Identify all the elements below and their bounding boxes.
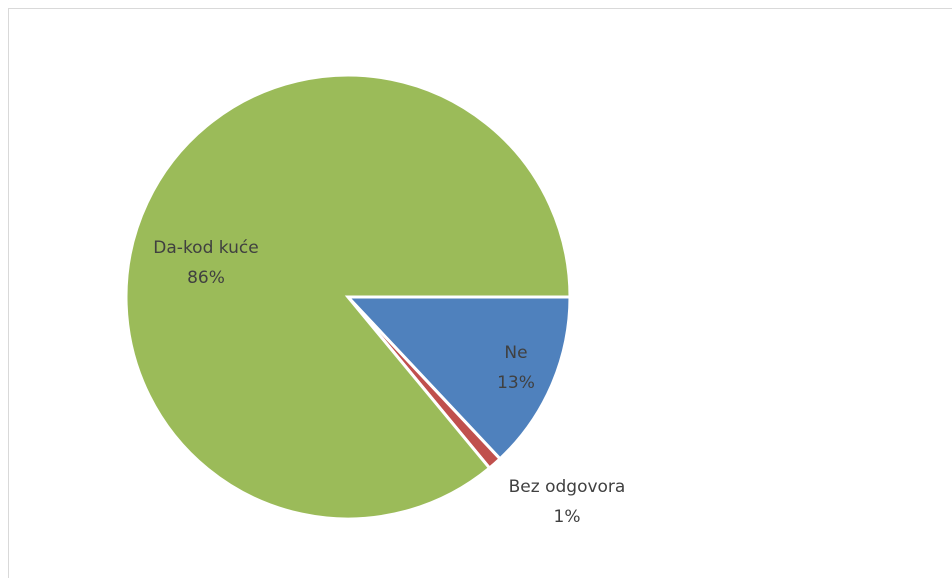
- slice-percent-da-kod-kuce: 86%: [187, 268, 225, 288]
- slice-percent-bez-odgovora: 1%: [554, 507, 581, 527]
- slice-label-da-kod-kuce: Da-kod kuće 86%: [153, 238, 258, 288]
- pie-slice-da-kod-ku-e: [124, 73, 572, 521]
- pie-slice-ne: [344, 295, 572, 461]
- slice-name-bez-odgovora: Bez odgovora: [509, 477, 626, 497]
- slice-name-ne: Ne: [504, 343, 527, 363]
- slice-percent-ne: 13%: [497, 373, 535, 393]
- pie-slices: [124, 73, 572, 521]
- slice-name-da-kod-kuce: Da-kod kuće: [153, 238, 258, 258]
- slice-label-ne: Ne 13%: [497, 343, 535, 393]
- slice-label-bez-odgovora: Bez odgovora 1%: [509, 477, 626, 527]
